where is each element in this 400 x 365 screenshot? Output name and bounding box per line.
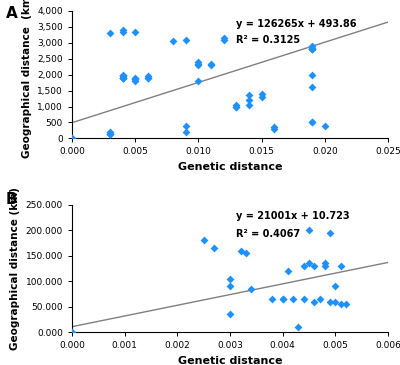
Point: [119, 75, 126, 81]
Point: [309, 120, 315, 126]
Point: [200, 238, 207, 243]
Point: [119, 75, 126, 81]
Point: [309, 120, 315, 126]
Point: [332, 283, 338, 289]
Point: [311, 263, 318, 269]
Point: [343, 301, 349, 307]
Point: [309, 85, 315, 91]
Point: [69, 135, 75, 141]
Point: [119, 75, 126, 81]
Point: [119, 72, 126, 78]
Text: R² = 0.3125: R² = 0.3125: [236, 35, 300, 45]
Point: [316, 296, 323, 302]
Point: [107, 131, 113, 137]
Point: [233, 102, 240, 108]
Point: [306, 227, 312, 233]
Point: [309, 72, 315, 78]
Point: [246, 102, 252, 108]
Point: [311, 299, 318, 304]
Point: [195, 59, 202, 65]
Point: [220, 37, 227, 43]
Point: [211, 245, 218, 251]
Point: [119, 29, 126, 35]
Text: y = 126265x + 493.86: y = 126265x + 493.86: [236, 19, 357, 28]
Point: [269, 296, 275, 302]
Y-axis label: Geographical distance  (km): Geographical distance (km): [22, 0, 32, 158]
Point: [132, 75, 138, 81]
Point: [258, 91, 265, 97]
Point: [271, 126, 278, 132]
Point: [119, 73, 126, 79]
Point: [132, 78, 138, 84]
Point: [285, 268, 291, 274]
Text: y = 21001x + 10.723: y = 21001x + 10.723: [236, 211, 350, 221]
Y-axis label: Geographical distance (km): Geographical distance (km): [10, 187, 20, 350]
Point: [309, 46, 315, 52]
Point: [195, 62, 202, 68]
Point: [290, 296, 296, 302]
Point: [233, 104, 240, 110]
Point: [182, 123, 189, 128]
Point: [145, 73, 151, 79]
Point: [132, 29, 138, 35]
Point: [322, 123, 328, 128]
Point: [248, 286, 254, 292]
Point: [322, 263, 328, 269]
Point: [322, 260, 328, 266]
Point: [227, 276, 233, 281]
Point: [327, 230, 333, 236]
Point: [119, 75, 126, 81]
Point: [107, 131, 113, 137]
Point: [69, 329, 75, 335]
Point: [182, 37, 189, 43]
Point: [280, 296, 286, 302]
X-axis label: Genetic distance: Genetic distance: [178, 162, 282, 172]
Point: [309, 45, 315, 50]
Point: [170, 38, 176, 44]
Point: [338, 301, 344, 307]
Point: [332, 299, 338, 304]
Point: [338, 263, 344, 269]
Point: [309, 46, 315, 52]
Point: [306, 260, 312, 266]
Point: [208, 62, 214, 68]
Point: [227, 283, 233, 289]
Text: B: B: [6, 192, 17, 207]
Point: [220, 35, 227, 41]
Point: [182, 129, 189, 135]
Point: [132, 77, 138, 82]
Point: [309, 46, 315, 52]
Point: [195, 61, 202, 66]
Point: [107, 129, 113, 135]
Point: [309, 43, 315, 49]
Point: [327, 299, 333, 304]
Point: [246, 92, 252, 98]
Point: [107, 30, 113, 36]
Point: [300, 296, 307, 302]
X-axis label: Genetic distance: Genetic distance: [178, 356, 282, 365]
Point: [132, 77, 138, 82]
Point: [195, 78, 202, 84]
Point: [233, 104, 240, 110]
Point: [246, 97, 252, 103]
Point: [237, 248, 244, 254]
Point: [107, 131, 113, 137]
Point: [271, 124, 278, 130]
Point: [145, 75, 151, 81]
Point: [208, 61, 214, 66]
Point: [145, 75, 151, 81]
Point: [295, 324, 302, 330]
Point: [119, 27, 126, 33]
Text: A: A: [6, 6, 17, 21]
Point: [227, 311, 233, 317]
Point: [119, 73, 126, 79]
Point: [258, 94, 265, 100]
Text: R² = 0.4067: R² = 0.4067: [236, 229, 300, 239]
Point: [280, 296, 286, 302]
Point: [300, 263, 307, 269]
Point: [242, 250, 249, 256]
